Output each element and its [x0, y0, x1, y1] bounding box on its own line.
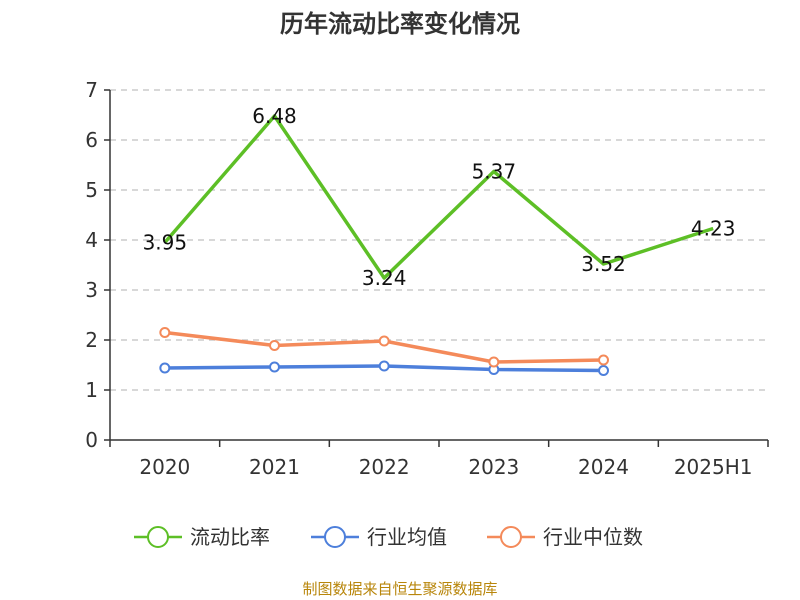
- data-point: [598, 354, 609, 366]
- axes: 0 1 2 3 4 5 6 7 2020 2021 2022 2023 2024 2025H1: [85, 78, 769, 479]
- data-label: 3.24: [362, 266, 407, 290]
- y-tick-label: 2: [85, 328, 98, 352]
- legend-marker-icon: [500, 526, 522, 548]
- legend: 流动比率 行业均值 行业中位数: [134, 525, 643, 549]
- x-tick-label: 2022: [359, 455, 410, 479]
- data-label: 3.52: [581, 252, 626, 276]
- data-point: [159, 327, 171, 338]
- y-tick-label: 6: [85, 128, 98, 152]
- data-point: [598, 365, 609, 376]
- data-label: 5.37: [472, 160, 517, 184]
- x-tick-label: 2023: [468, 455, 519, 479]
- data-label: 4.23: [691, 217, 736, 241]
- chart-title: 历年流动比率变化情况: [280, 10, 520, 38]
- x-tick-label: 2020: [139, 455, 190, 479]
- x-tick-label: 2024: [578, 455, 629, 479]
- legend-marker-icon: [147, 526, 169, 548]
- y-tick-label: 4: [85, 228, 98, 252]
- data-label: 3.95: [143, 231, 188, 255]
- data-point: [269, 361, 280, 373]
- y-tick-label: 7: [85, 78, 98, 102]
- legend-marker-icon: [324, 526, 346, 548]
- y-tick-label: 5: [85, 178, 98, 202]
- legend-label: 流动比率: [190, 525, 270, 549]
- data-point: [269, 340, 280, 351]
- x-tick-label: 2025H1: [674, 455, 753, 479]
- data-point: [488, 356, 500, 368]
- series-group: [159, 114, 714, 376]
- y-tick-label: 0: [85, 428, 98, 452]
- y-tick-label: 3: [85, 278, 98, 302]
- legend-label: 行业均值: [367, 525, 447, 549]
- source-note: 制图数据来自恒生聚源数据库: [302, 580, 497, 598]
- legend-label: 行业中位数: [543, 525, 643, 549]
- x-tick-label: 2021: [249, 455, 300, 479]
- data-point: [378, 360, 390, 372]
- data-labels: 3.95 6.48 3.24 5.37 3.52 4.23: [143, 104, 736, 290]
- grid-lines: [110, 89, 768, 391]
- data-point: [159, 362, 171, 374]
- y-tick-label: 1: [85, 378, 98, 402]
- data-label: 6.48: [252, 104, 297, 128]
- series-line-0: [163, 114, 714, 280]
- data-point: [378, 335, 390, 347]
